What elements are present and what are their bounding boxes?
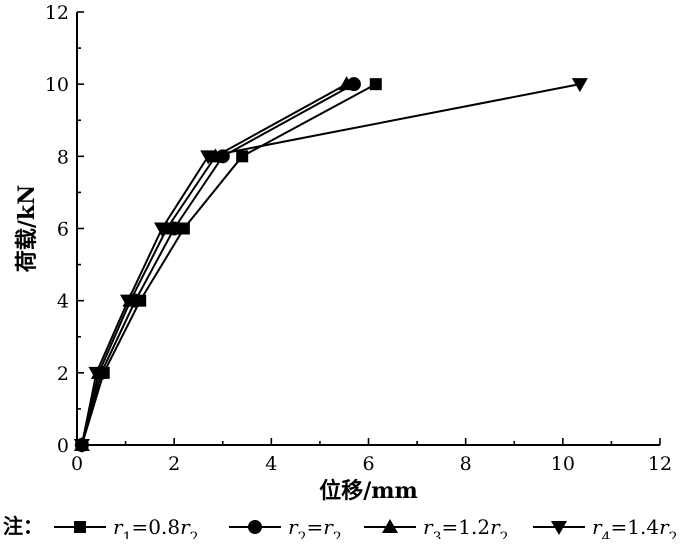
legend-item-4: r4=1.4r2 [533,515,678,544]
legend-prefix: 注： [3,514,43,538]
legend-label: r3=1.2r2 [423,515,509,539]
data-point [236,150,249,163]
series-2 [74,77,361,452]
series-1 [75,78,382,451]
data-point [338,76,355,91]
legend-label: r2=r2 [288,515,342,539]
series-lines [73,76,588,453]
series-line [80,83,377,446]
series-line [80,83,355,446]
data-point [120,294,137,309]
legend-item-3: r3=1.2r2 [364,515,509,544]
legend-label: r4=1.4r2 [592,515,678,539]
x-tick-label: 4 [265,453,277,475]
data-point [200,150,217,165]
x-tick-label: 12 [648,453,672,475]
legend-label: r1=0.8r2 [113,515,199,539]
data-point [88,366,105,381]
data-point [73,439,90,453]
data-point [571,78,588,93]
x-axis-title: 位移/mm [319,478,418,504]
legend-item-1: r1=0.8r2 [54,515,199,544]
legend-item-2: r2=r2 [229,515,342,544]
x-tick-label: 2 [168,453,180,475]
series-line [80,83,348,446]
y-tick-label: 2 [57,363,69,385]
data-point [369,78,382,91]
x-tick-label: 8 [460,453,472,475]
y-tick-label: 10 [45,74,69,96]
legend-marker [248,520,262,534]
y-tick-label: 0 [57,435,69,457]
series-3 [73,76,355,451]
series-4 [73,78,588,453]
y-tick-label: 6 [57,219,69,241]
legend-marker [74,521,86,533]
y-tick-label: 12 [45,2,69,24]
x-tick-label: 10 [551,453,575,475]
x-tick-label: 0 [71,453,83,475]
ticks: 0 2 4 6 8 10 12 0 2 4 6 8 10 12 [45,2,672,475]
y-tick-label: 4 [57,291,69,313]
legend: 注： r1=0.8r2 r2=r2 r3=1.2r2 r4=1.4r2 [3,514,678,544]
data-point [177,222,190,235]
y-axis-title: 荷载/kN [14,185,40,272]
legend-marker [382,519,398,533]
x-tick-label: 6 [362,453,374,475]
data-point [154,222,171,237]
y-tick-label: 8 [57,146,69,168]
series-line [80,83,581,446]
legend-marker [551,521,567,535]
